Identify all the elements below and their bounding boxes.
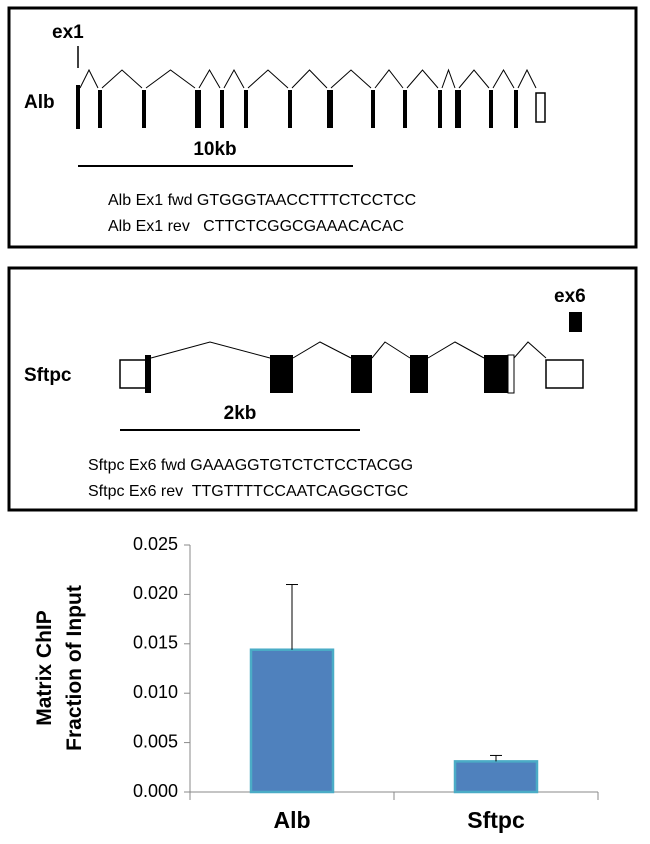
exon [438, 90, 442, 128]
y-axis-label-line: Matrix ChIP [33, 610, 56, 726]
x-tick-label: Alb [273, 807, 310, 833]
bar [249, 648, 335, 794]
amplicon-marker [569, 312, 582, 332]
intron [330, 69, 372, 89]
y-axis-label: Matrix ChIP Fraction of Input [33, 585, 86, 751]
intron [441, 68, 456, 89]
exon [403, 90, 407, 128]
gene-name: Alb [24, 92, 55, 113]
exon [76, 85, 80, 129]
panel-border [7, 266, 638, 512]
utr [507, 354, 515, 394]
utr [535, 92, 546, 123]
bar [453, 760, 539, 794]
exon [484, 355, 508, 393]
exon [142, 90, 146, 128]
exon [410, 355, 428, 393]
panel-border [7, 6, 638, 249]
exon [371, 90, 375, 128]
intron [101, 69, 143, 89]
exon-label: ex1 [52, 22, 84, 43]
intron [150, 341, 271, 359]
y-tick-label: 0.005 [133, 731, 178, 751]
utr [545, 359, 584, 389]
y-tick-label: 0.015 [133, 633, 178, 653]
exon [244, 90, 248, 128]
exon [514, 90, 518, 128]
intron [513, 341, 547, 359]
intron [291, 69, 328, 89]
exon [220, 90, 224, 128]
exon [327, 90, 333, 128]
intron [292, 341, 352, 359]
y-axis-label-line: Fraction of Input [63, 585, 86, 751]
exon [145, 355, 151, 393]
intron [79, 68, 99, 89]
y-tick-label: 0.025 [133, 534, 178, 554]
primer: Sftpc Ex6 rev TTGTTTTCCAATCAGGCTGC [88, 483, 408, 500]
intron [374, 69, 404, 89]
intron [517, 68, 537, 89]
gene-model [76, 68, 546, 129]
exon [98, 90, 102, 128]
intron [223, 68, 245, 89]
intron [247, 69, 289, 89]
gene-name: Sftpc [24, 365, 72, 386]
exon [270, 355, 293, 393]
exon [455, 90, 461, 128]
y-tick-label: 0.020 [133, 583, 178, 603]
bar-chart: 0.000 0.005 0.010 0.015 0.020 0.025 Matrix ChI… [33, 534, 599, 833]
x-tick-label: Sftpc [467, 807, 525, 833]
primer: Sftpc Ex6 fwd GAAAGGTGTCTCTCCTACGG [88, 457, 413, 474]
intron [492, 69, 515, 89]
y-tick-label: 0.000 [133, 781, 178, 801]
utr [119, 359, 149, 389]
scale-label: 2kb [224, 403, 257, 424]
exon-label: ex6 [554, 286, 586, 307]
intron [427, 341, 485, 359]
exon [489, 90, 493, 128]
exon [351, 355, 372, 393]
primer: Alb Ex1 fwd GTGGGTAACCTTTCTCCTCC [108, 192, 416, 209]
y-tick-label: 0.010 [133, 682, 178, 702]
intron [145, 69, 196, 89]
primer: Alb Ex1 rev CTTCTCGGCGAAACACAC [108, 218, 404, 235]
intron [406, 69, 439, 89]
gene-model [119, 341, 584, 394]
intron [371, 341, 411, 359]
intron [458, 69, 490, 89]
exon [288, 90, 292, 128]
exon [195, 90, 201, 128]
intron [198, 69, 221, 89]
scale-label: 10kb [193, 139, 236, 160]
